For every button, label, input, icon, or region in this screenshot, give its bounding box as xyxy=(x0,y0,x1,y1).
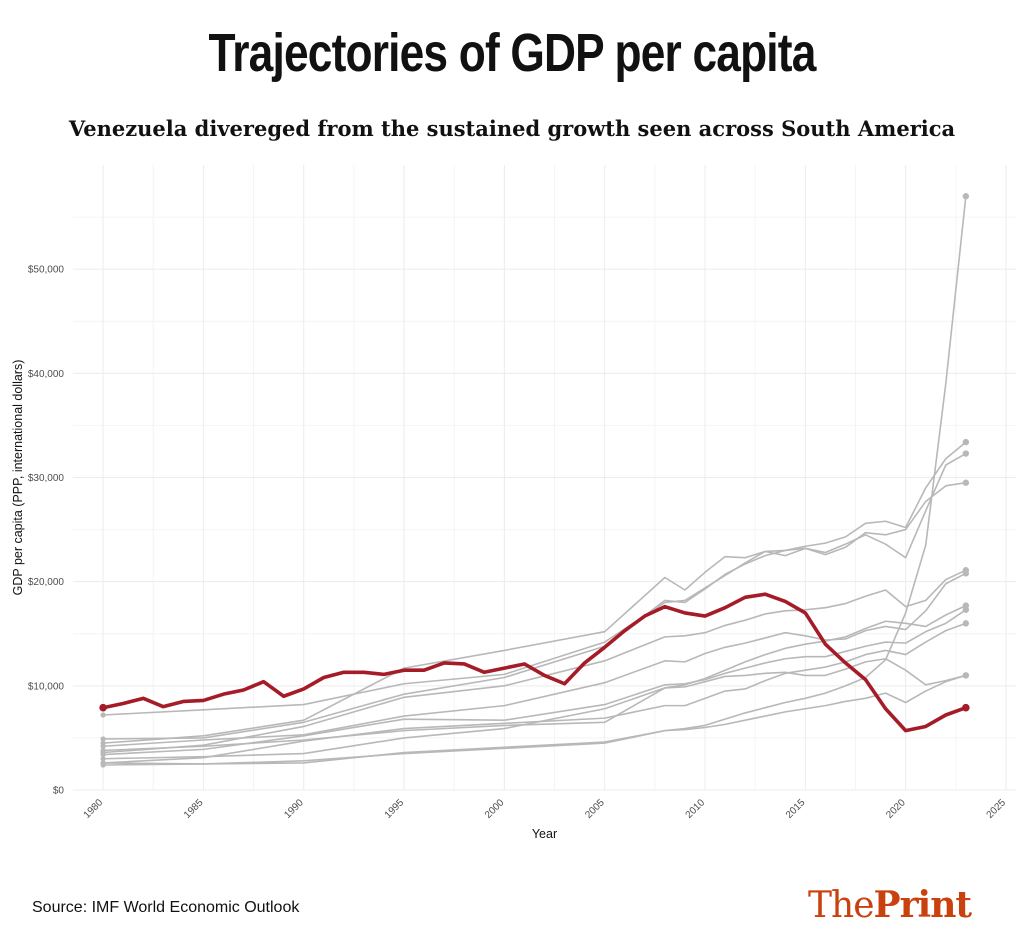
x-axis-label: Year xyxy=(532,827,557,841)
series-start-point-brazil xyxy=(100,743,106,749)
series-line-ecuador xyxy=(103,609,967,756)
chart-subtitle: Venezuela divereged from the sustained g… xyxy=(68,116,956,141)
series-end-point-brazil xyxy=(962,570,970,577)
x-tick-label: 1985 xyxy=(182,797,206,821)
series-line-venezuela xyxy=(102,592,967,733)
series-line-paraguay xyxy=(103,622,967,764)
gdp-line-chart: $0 $10,000 $20,000 $30,000 $40,000 $50,000 198… xyxy=(11,165,1016,841)
logo-part-the: The xyxy=(808,885,875,926)
venezuela-end-point xyxy=(962,703,970,712)
series-line-bolivia xyxy=(103,674,967,766)
y-tick-label: $20,000 xyxy=(28,577,65,588)
venezuela-start-point xyxy=(99,703,107,712)
y-tick-label: $10,000 xyxy=(28,681,65,692)
series-end-point-argentina xyxy=(962,479,970,486)
y-tick-label: $40,000 xyxy=(28,369,65,380)
series-end-point-guyana xyxy=(962,193,970,200)
series-line-peru xyxy=(103,604,967,760)
x-tick-label: 1990 xyxy=(282,797,306,821)
x-tick-label: 2005 xyxy=(583,797,607,821)
series-end-point-uruguay xyxy=(962,450,970,457)
y-tick-label: $0 xyxy=(53,786,65,797)
series-start-point-bolivia xyxy=(100,762,106,768)
series-line-uruguay xyxy=(103,452,967,716)
series-start-point-ecuador xyxy=(100,751,106,758)
x-tick-label: 2000 xyxy=(483,797,507,821)
x-tick-label: 1980 xyxy=(82,797,106,821)
y-tick-label: $50,000 xyxy=(28,265,65,276)
series-line-chile xyxy=(103,441,967,740)
source-note: Source: IMF World Economic Outlook xyxy=(32,899,300,916)
y-tick-label: $30,000 xyxy=(28,473,65,484)
x-tick-label: 2010 xyxy=(684,797,708,821)
series-line-argentina xyxy=(103,481,966,744)
theprint-logo[interactable]: ThePrint xyxy=(808,884,973,926)
series-end-point-bolivia xyxy=(962,672,970,679)
series-end-point-ecuador xyxy=(962,606,970,613)
series-start-point-peru xyxy=(100,756,106,762)
series-line-guyana xyxy=(103,196,967,765)
y-axis-label: GDP per capita (PPP, international dolla… xyxy=(11,360,25,596)
series-line-suriname xyxy=(103,657,967,752)
series-end-point-paraguay xyxy=(962,620,970,627)
country-lines xyxy=(100,193,970,768)
chart-title: Trajectories of GDP per capita xyxy=(208,23,816,83)
x-tick-label: 2015 xyxy=(784,797,808,821)
series-start-point-uruguay xyxy=(100,712,106,718)
series-start-point-suriname xyxy=(100,747,106,754)
axes: $0 $10,000 $20,000 $30,000 $40,000 $50,000 198… xyxy=(11,265,1008,841)
x-tick-label: 2020 xyxy=(884,797,908,821)
series-line-colombia xyxy=(103,569,967,754)
x-tick-label: 2025 xyxy=(985,797,1009,821)
series-end-point-chile xyxy=(962,438,970,446)
series-line-brazil xyxy=(103,572,967,748)
logo-part-print: Print xyxy=(873,884,973,926)
x-tick-label: 1995 xyxy=(383,797,407,821)
series-start-point-chile xyxy=(100,736,106,742)
venezuela-line xyxy=(99,592,970,733)
